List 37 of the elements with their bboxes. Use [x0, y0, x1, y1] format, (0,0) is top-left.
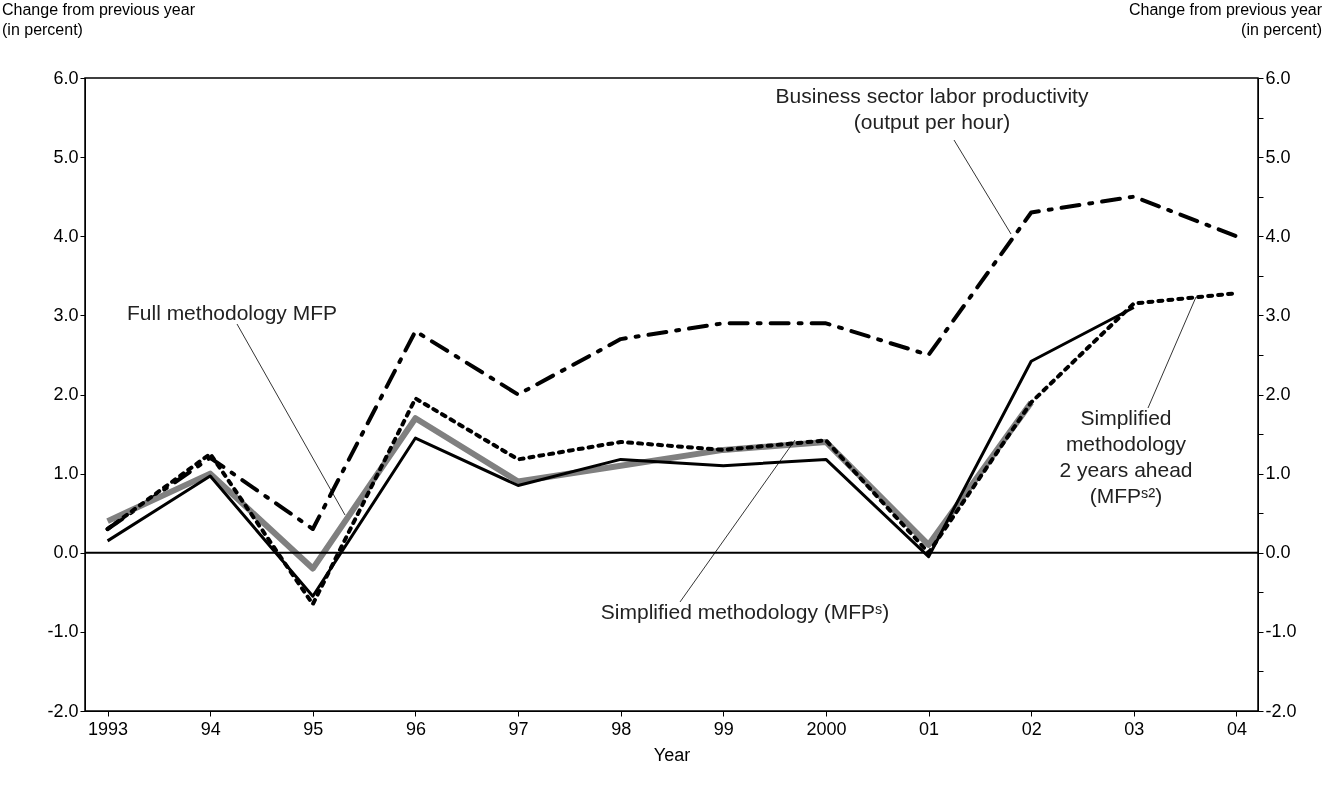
x-tick-label: 2000 — [806, 718, 847, 739]
y-tick-label: 1.0 — [53, 463, 79, 484]
y2-tick-label: 3.0 — [1265, 304, 1291, 325]
y-axis-title: Change from previous year (in percent) — [2, 1, 196, 38]
y2-tick-label: 5.0 — [1265, 146, 1291, 167]
y-tick-label: 6.0 — [53, 67, 79, 88]
x-tick-label: 03 — [1124, 718, 1145, 739]
y2-axis-title: Change from previous year (in percent) — [1129, 1, 1323, 38]
x-tick-label: 97 — [508, 718, 529, 739]
x-tick-label: 98 — [611, 718, 632, 739]
x-axis-title: Year — [653, 744, 691, 765]
x-tick-label: 1993 — [88, 718, 129, 739]
x-tick-label: 96 — [405, 718, 426, 739]
y2-tick-label: -1.0 — [1265, 621, 1297, 642]
y2-tick-label: 2.0 — [1265, 384, 1291, 404]
y-tick-label: -1.0 — [47, 621, 79, 642]
y2-tick-label: 0.0 — [1265, 542, 1291, 563]
text: Business sector labor productivity (output per hour) — [775, 84, 1089, 133]
y-tick-label: 2.0 — [53, 384, 79, 404]
y2-tick-label: 6.0 — [1265, 67, 1291, 88]
y2-tick-label: 1.0 — [1265, 463, 1291, 484]
y-tick-label: 0.0 — [53, 542, 79, 563]
x-tick-label: 94 — [200, 718, 221, 739]
text: Simplified methodology (MFPˢ) — [600, 600, 890, 623]
x-tick-label: 99 — [713, 718, 734, 739]
x-tick-label: 02 — [1021, 718, 1042, 739]
y-tick-label: 3.0 — [53, 304, 79, 325]
x-tick-label: 04 — [1226, 718, 1247, 739]
series-label: Simplified methodology 2 years ahead (MFPˢ²) — [1059, 406, 1193, 507]
text: Full methodology MFP — [126, 301, 338, 324]
y-tick-label: 5.0 — [53, 146, 79, 167]
y2-tick-label: -2.0 — [1265, 700, 1297, 721]
y-tick-label: 4.0 — [53, 225, 79, 246]
x-tick-label: 01 — [919, 718, 940, 739]
y2-tick-label: 4.0 — [1265, 225, 1291, 246]
y-tick-label: -2.0 — [47, 700, 79, 721]
x-tick-label: 95 — [303, 718, 324, 739]
